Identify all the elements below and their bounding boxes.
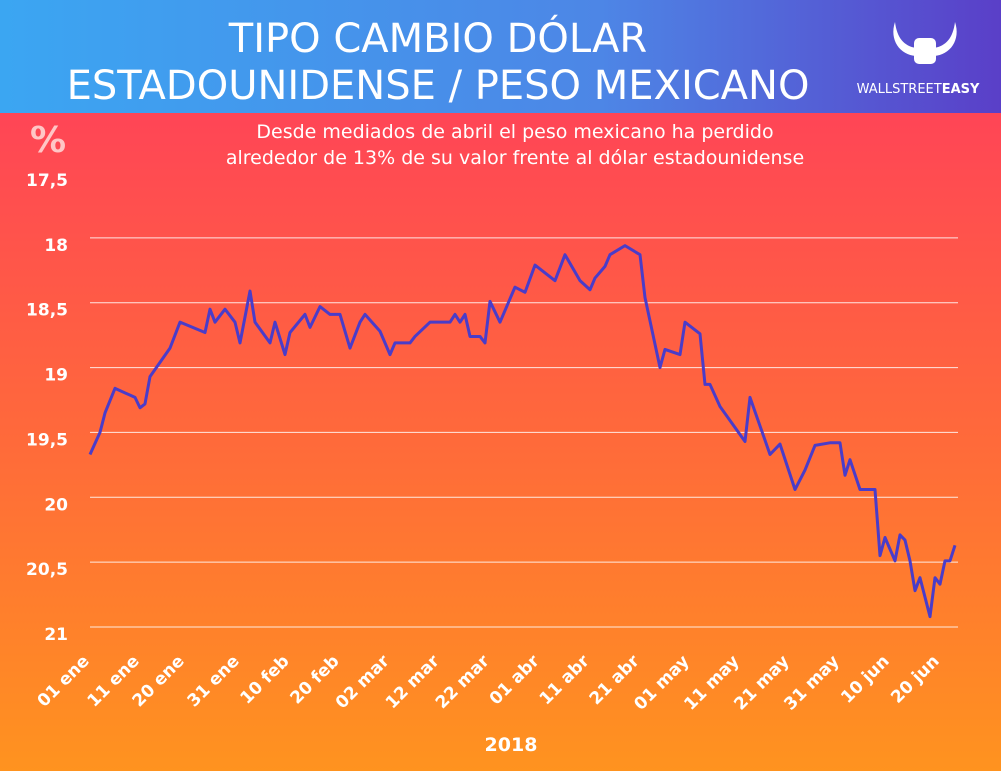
title-line: ESTADOUNIDENSE / PESO MEXICANO	[67, 63, 810, 109]
header-bg	[0, 0, 1001, 113]
y-axis-label: %	[30, 120, 66, 161]
x-axis-label: 2018	[485, 734, 538, 756]
logo-text: WALLSTREETEASY	[857, 82, 980, 97]
logo-word: EASY	[942, 82, 980, 97]
y-tick-label: 18	[44, 236, 68, 256]
line-series	[88, 244, 957, 619]
logo-icon	[893, 22, 957, 64]
y-tick-label: 21	[44, 625, 68, 645]
logo-word: WALLSTREET	[857, 82, 942, 97]
y-tick-label: 20	[44, 495, 68, 515]
y-tick-label: 18,5	[26, 301, 68, 321]
y-tick-label: 17,5	[26, 171, 68, 191]
subtitle-line: alrededor de 13% de su valor frente al d…	[226, 147, 804, 169]
title-line: TIPO CAMBIO DÓLAR	[228, 14, 647, 62]
subtitle-line: Desde mediados de abril el peso mexicano…	[256, 121, 773, 143]
plot-bg	[0, 113, 1001, 771]
y-tick-label: 19,5	[26, 430, 68, 450]
y-tick-label: 19	[44, 366, 68, 386]
y-tick-label: 20,5	[26, 560, 68, 580]
